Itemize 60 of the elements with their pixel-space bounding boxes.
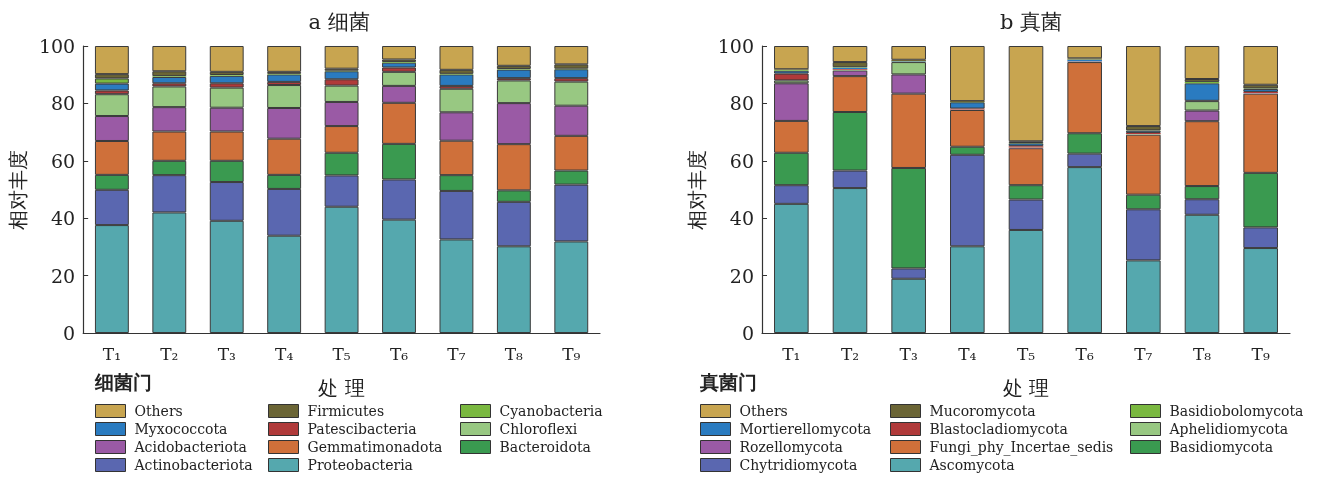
x-axis-title: 处 理 bbox=[1002, 376, 1050, 400]
x-tick-label: T₉ bbox=[562, 343, 581, 364]
y-axis-title: 相对丰度 bbox=[6, 149, 30, 230]
legend-label: Bacteroidota bbox=[499, 439, 591, 455]
legend-label: Firmicutes bbox=[307, 403, 385, 419]
chart-title: a 细菌 bbox=[308, 9, 370, 34]
legend-label: Acidobacteriota bbox=[133, 439, 247, 455]
x-tick-label: T₆ bbox=[389, 343, 409, 364]
y-tick-label: 80 bbox=[729, 92, 754, 115]
y-tick-label: 40 bbox=[729, 207, 754, 230]
x-tick-label: T₃ bbox=[217, 343, 236, 364]
legend-label: Mortierellomycota bbox=[739, 421, 872, 437]
y-tick-label: 20 bbox=[50, 264, 76, 287]
x-tick-label: T₈ bbox=[504, 343, 524, 364]
x-tick-label: T₈ bbox=[1192, 343, 1212, 364]
y-axis-title: 相对丰度 bbox=[684, 149, 709, 230]
legend-label: Others bbox=[739, 403, 788, 419]
y-tick-label: 0 bbox=[63, 322, 76, 344]
legend-label: Chytridiomycota bbox=[739, 457, 858, 473]
x-tick-label: T₁ bbox=[102, 343, 121, 364]
legend-label: Others bbox=[134, 403, 183, 419]
y-tick-label: 40 bbox=[50, 207, 76, 230]
y-tick-label: 60 bbox=[50, 149, 76, 172]
legend-label: Myxococcota bbox=[134, 421, 228, 437]
legend-label: Patescibacteria bbox=[307, 421, 417, 437]
x-tick-label: T₅ bbox=[332, 343, 351, 364]
legend-label: Basidiomycota bbox=[1169, 439, 1274, 455]
legend-label: Blastocladiomycota bbox=[929, 421, 1068, 437]
y-tick-label: 0 bbox=[741, 322, 754, 344]
legend-label: Aphelidiomycota bbox=[1168, 421, 1289, 437]
y-tick-label: 100 bbox=[38, 35, 76, 57]
x-tick-label: T₄ bbox=[275, 343, 294, 364]
x-tick-label: T₇ bbox=[1134, 343, 1153, 364]
x-tick-label: T₉ bbox=[1251, 343, 1270, 364]
y-tick-label: 80 bbox=[50, 92, 76, 115]
legend-label: Basidiobolomycota bbox=[1169, 403, 1304, 419]
legend-label: Proteobacteria bbox=[307, 457, 413, 473]
y-tick-label: 100 bbox=[717, 35, 754, 57]
x-tick-label: T₂ bbox=[160, 343, 179, 364]
legend-label: Gemmatimonadota bbox=[307, 439, 443, 455]
y-tick-label: 20 bbox=[729, 264, 754, 287]
x-tick-label: T₄ bbox=[958, 343, 977, 364]
x-tick-label: T₁ bbox=[782, 343, 801, 364]
x-tick-label: T₂ bbox=[840, 343, 860, 364]
legend-label: Actinobacteriota bbox=[133, 457, 253, 473]
x-axis-title: 处 理 bbox=[318, 376, 365, 400]
y-tick-label: 60 bbox=[729, 149, 754, 172]
legend-label: Fungi_phy_Incertae_sedis bbox=[929, 439, 1114, 456]
legend-label: Chloroflexi bbox=[499, 421, 578, 437]
legend-label: Cyanobacteria bbox=[499, 403, 603, 419]
x-tick-label: T₆ bbox=[1075, 343, 1094, 364]
x-tick-label: T₅ bbox=[1016, 343, 1036, 364]
legend-label: Ascomycota bbox=[928, 457, 1015, 473]
legend-label: Mucoromycota bbox=[929, 403, 1036, 419]
x-tick-label: T₇ bbox=[447, 343, 466, 364]
legend-title: 细菌门 bbox=[94, 370, 152, 393]
legend-title: 真菌门 bbox=[699, 370, 757, 393]
legend-label: Rozellomycota bbox=[739, 439, 843, 455]
chart-title: b 真菌 bbox=[999, 9, 1063, 34]
x-tick-label: T₃ bbox=[899, 343, 918, 364]
